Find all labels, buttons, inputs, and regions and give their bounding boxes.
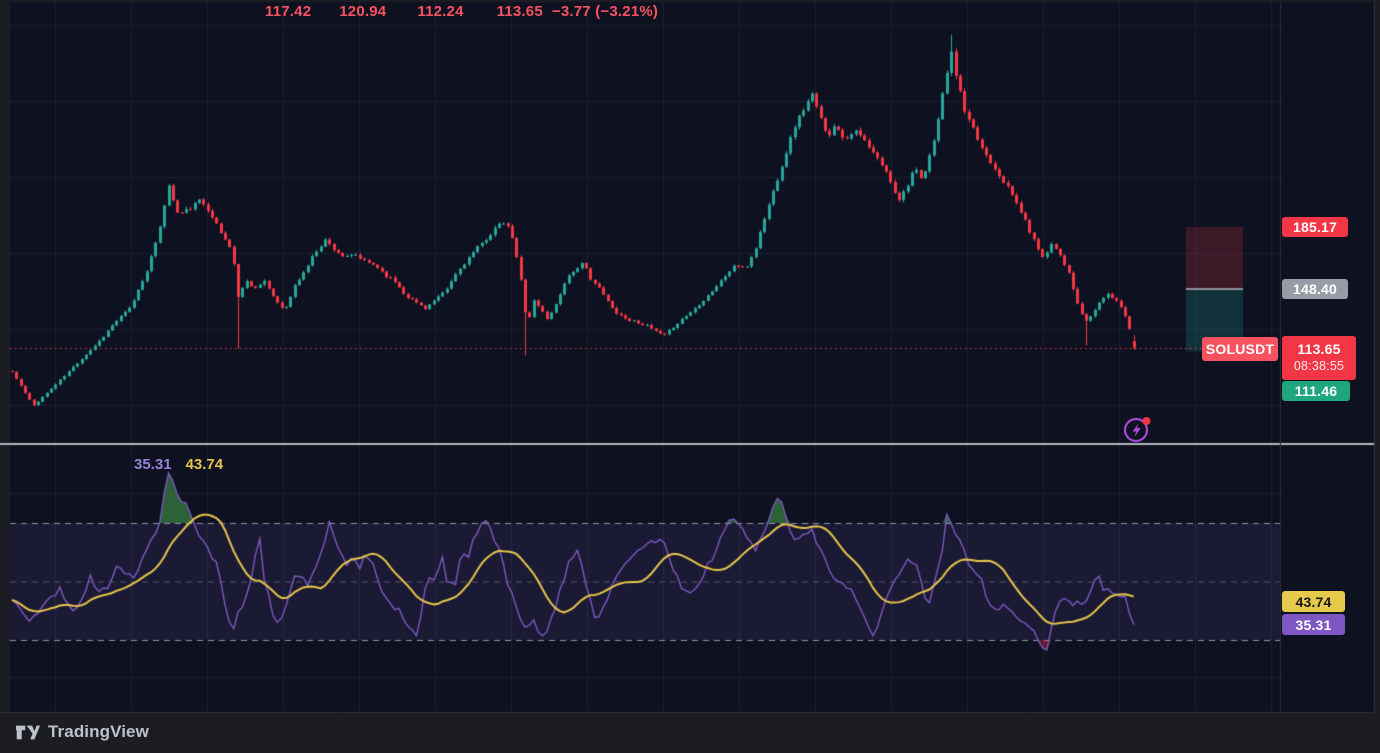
last-price-label: 113.65 08:38:55 [1282,336,1356,380]
symbol-price-label: SOLUSDT [1202,337,1278,361]
lightning-bolt-icon [1132,423,1141,437]
rsi-legend: 35.31 43.74 [134,456,223,473]
ohlc-legend: 117.42 120.94 112.24 113.65 −3.77 (−3.21… [265,3,658,20]
rsi-pane[interactable] [10,446,1280,712]
high-value: 120.94 [339,3,387,20]
low-value: 112.24 [417,3,464,20]
footer-bar: TradingView [16,722,149,742]
tradingview-wordmark[interactable]: TradingView [48,722,149,741]
flash-circle [1123,417,1149,443]
tradingview-logo-icon[interactable] [16,725,40,740]
main-price-pane[interactable] [10,2,1280,443]
close-value: 113.65 [496,3,543,20]
change-value: −3.77 (−3.21%) [551,3,659,20]
stop-price-label: 185.17 [1282,217,1348,237]
rsi-value: 35.31 [134,456,172,473]
entry-price-label: 148.40 [1282,279,1348,299]
flash-event-icon[interactable] [1121,414,1153,446]
bar-countdown: 08:38:55 [1293,358,1345,373]
last-price-value: 113.65 [1297,341,1341,358]
alert-dot [1142,417,1151,425]
rsi-axis-label: 35.31 [1282,614,1345,635]
open-value: 117.42 [265,3,312,20]
target-price-label: 111.46 [1282,381,1350,401]
rsi-ma-value: 43.74 [185,456,224,473]
rsi-ma-axis-label: 43.74 [1282,591,1345,612]
